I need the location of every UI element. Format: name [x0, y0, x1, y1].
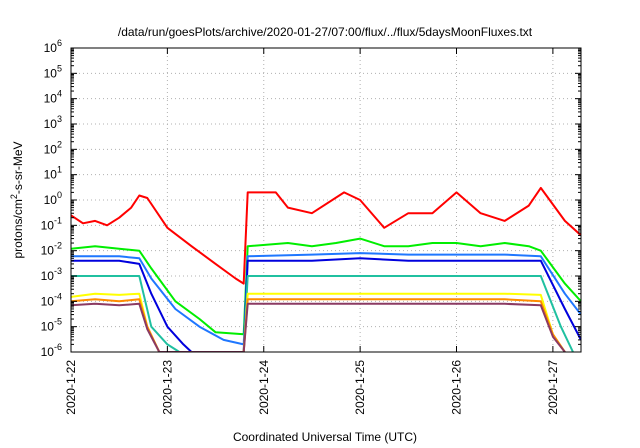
- y-tick-label: 10-4: [41, 291, 62, 308]
- x-axis-ticks: 2020-1-22 2020-1-23 2020-1-24 2020-1-25 2020…: [64, 48, 560, 415]
- series-line-2: [71, 237, 581, 336]
- y-tick-base: 10: [44, 41, 58, 55]
- series-line-5: [71, 275, 574, 352]
- y-tick-base: 10: [41, 294, 55, 308]
- y-axis-label: protons/cm2-s-sr-MeV: [9, 141, 25, 258]
- y-tick-exponent: -4: [54, 291, 62, 301]
- y-tick-exponent: 2: [57, 139, 62, 149]
- y-tick-base: 10: [44, 142, 58, 156]
- y-tick-base: 10: [41, 244, 55, 258]
- y-tick-exponent: -2: [54, 241, 62, 251]
- series-line-4: [71, 257, 581, 352]
- y-tick-base: 10: [44, 92, 58, 106]
- y-tick-base: 10: [44, 117, 58, 131]
- y-tick-base: 10: [44, 193, 58, 207]
- x-axis-label: Coordinated Universal Time (UTC): [233, 430, 417, 444]
- y-tick-label: 10-2: [41, 241, 62, 258]
- y-tick-base: 10: [44, 168, 58, 182]
- y-tick-base: 10: [44, 66, 58, 80]
- x-tick-label: 2020-1-25: [353, 360, 367, 415]
- y-tick-label: 10-3: [41, 266, 62, 283]
- y-tick-exponent: -6: [54, 342, 62, 352]
- y-tick-exponent: 5: [57, 63, 62, 73]
- x-tick-label: 2020-1-23: [160, 360, 174, 415]
- series-line-6: [71, 292, 566, 352]
- y-tick-label: 100: [44, 190, 62, 207]
- y-axis-label-main: protons/cm: [11, 199, 25, 258]
- x-tick-label: 2020-1-22: [64, 360, 78, 415]
- y-tick-label: 10-1: [41, 215, 62, 232]
- series-line-3: [71, 252, 581, 346]
- series-line-8: [71, 302, 566, 352]
- y-tick-exponent: 3: [57, 114, 62, 124]
- x-tick-label: 2020-1-26: [450, 360, 464, 415]
- y-tick-base: 10: [41, 269, 55, 283]
- chart-title: /data/run/goesPlots/archive/2020-01-27/0…: [118, 25, 533, 39]
- series-lines: [71, 186, 581, 352]
- y-tick-label: 102: [44, 139, 62, 156]
- y-axis-ticks: 10-610-510-410-310-210-11001011021031041…: [41, 38, 581, 359]
- y-tick-base: 10: [41, 320, 55, 334]
- y-tick-exponent: 6: [57, 38, 62, 48]
- y-axis-label-sup: 2: [9, 194, 19, 199]
- y-tick-exponent: 1: [57, 165, 62, 175]
- series-line-7: [71, 298, 566, 352]
- y-tick-exponent: 0: [57, 190, 62, 200]
- series-line-1: [71, 186, 581, 285]
- y-tick-label: 103: [44, 114, 62, 131]
- y-tick-exponent: 4: [57, 89, 62, 99]
- y-tick-base: 10: [41, 218, 55, 232]
- y-tick-label: 104: [44, 89, 62, 106]
- y-tick-exponent: -3: [54, 266, 62, 276]
- x-tick-label: 2020-1-27: [546, 360, 560, 415]
- y-tick-label: 10-6: [41, 342, 62, 359]
- y-tick-label: 10-5: [41, 317, 62, 334]
- y-tick-label: 105: [44, 63, 62, 80]
- y-axis-label-rest: -s-sr-MeV: [11, 141, 25, 194]
- y-tick-label: 106: [44, 38, 62, 55]
- x-tick-label: 2020-1-24: [257, 360, 271, 415]
- y-tick-exponent: -5: [54, 317, 62, 327]
- y-tick-base: 10: [41, 345, 55, 359]
- y-tick-exponent: -1: [54, 215, 62, 225]
- y-tick-label: 101: [44, 165, 62, 182]
